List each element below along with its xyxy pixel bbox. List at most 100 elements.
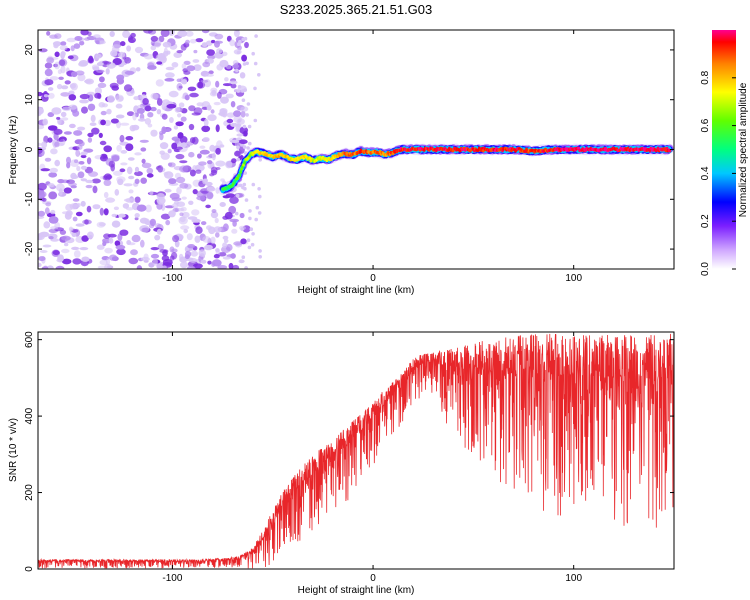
noise-blob xyxy=(90,114,96,123)
colorbar-gradient xyxy=(712,30,736,269)
noise-blob xyxy=(168,178,177,185)
noise-blob xyxy=(124,57,132,64)
noise-blob xyxy=(164,78,175,82)
noise-blob xyxy=(46,31,51,36)
y-tick-label: 20 xyxy=(24,44,35,56)
noise-blob xyxy=(177,113,182,118)
noise-blob xyxy=(239,72,246,79)
y-tick-label: 200 xyxy=(24,484,35,501)
noise-blob xyxy=(214,40,220,48)
noise-blob xyxy=(192,189,198,195)
noise-blob xyxy=(258,254,263,259)
noise-blob xyxy=(88,171,99,177)
noise-blob xyxy=(97,82,107,89)
noise-blob xyxy=(71,71,78,78)
noise-blob xyxy=(99,207,104,216)
noise-blob xyxy=(81,256,90,262)
noise-blob xyxy=(128,37,136,43)
noise-blob xyxy=(98,40,106,45)
noise-blob xyxy=(205,181,213,187)
noise-blob xyxy=(58,58,68,67)
ridge-mark xyxy=(238,173,242,178)
noise-blob xyxy=(130,249,138,256)
noise-blob xyxy=(60,92,70,97)
noise-blob xyxy=(135,67,141,72)
noise-blob xyxy=(134,171,143,177)
noise-blob xyxy=(195,226,203,234)
noise-blob xyxy=(240,227,244,231)
noise-blob xyxy=(97,265,108,269)
noise-blob xyxy=(222,256,231,260)
noise-blob xyxy=(234,211,239,216)
noise-blob xyxy=(210,211,219,219)
noise-blob xyxy=(240,110,246,118)
noise-blob xyxy=(144,118,152,125)
noise-blob xyxy=(232,60,239,66)
noise-blob xyxy=(78,61,88,67)
noise-blob xyxy=(193,49,198,54)
noise-blob xyxy=(146,173,154,178)
noise-blob xyxy=(119,141,129,146)
noise-blob xyxy=(52,41,62,47)
noise-blob xyxy=(189,137,196,144)
noise-blob xyxy=(192,263,203,269)
noise-blob xyxy=(150,45,157,51)
noise-blob xyxy=(163,171,169,176)
noise-blob xyxy=(156,109,162,115)
noise-blob xyxy=(176,83,183,91)
noise-blob xyxy=(149,218,156,227)
noise-blob xyxy=(228,262,234,269)
noise-blob xyxy=(156,98,163,106)
noise-blob xyxy=(202,236,211,243)
noise-blob xyxy=(91,178,101,184)
noise-blob xyxy=(84,219,89,225)
noise-blob xyxy=(123,84,133,92)
noise-blob xyxy=(152,258,158,266)
noise-blob xyxy=(123,183,133,187)
noise-blob xyxy=(253,118,258,123)
noise-blob xyxy=(110,50,118,57)
noise-blob xyxy=(71,246,79,250)
noise-blob xyxy=(241,54,248,62)
noise-blob xyxy=(111,213,118,218)
noise-blob xyxy=(197,153,202,159)
noise-blob xyxy=(242,131,248,137)
noise-blob xyxy=(188,123,195,131)
noise-blob xyxy=(255,205,260,210)
noise-blob xyxy=(150,247,159,251)
noise-blob xyxy=(57,69,63,75)
noise-blob xyxy=(134,46,144,54)
noise-blob xyxy=(223,238,229,243)
noise-blob xyxy=(189,92,199,98)
noise-blob xyxy=(169,246,175,253)
x-tick-label: 100 xyxy=(565,273,582,284)
noise-blob xyxy=(48,92,55,99)
noise-blob xyxy=(258,158,263,162)
noise-blob xyxy=(89,122,97,126)
noise-blob xyxy=(80,200,86,207)
noise-blob xyxy=(153,39,162,48)
noise-blob xyxy=(181,79,188,85)
snr-xlabel: Height of straight line (km) xyxy=(298,585,415,596)
noise-blob xyxy=(103,61,112,65)
noise-blob xyxy=(107,95,115,103)
noise-blob xyxy=(175,153,185,160)
noise-blob xyxy=(195,169,202,174)
noise-blob xyxy=(215,124,220,133)
noise-blob xyxy=(155,79,164,87)
noise-blob xyxy=(222,83,232,87)
noise-blob xyxy=(116,144,122,152)
noise-blob xyxy=(63,131,72,135)
noise-blob xyxy=(95,53,102,59)
noise-blob xyxy=(109,31,115,37)
noise-blob xyxy=(241,89,245,93)
noise-blob xyxy=(122,203,130,209)
noise-blob xyxy=(42,118,48,126)
noise-blob xyxy=(214,217,219,224)
noise-blob xyxy=(136,107,145,114)
chart-title: S233.2025.365.21.51.G03 xyxy=(280,2,433,17)
noise-blob xyxy=(179,216,186,223)
noise-blob xyxy=(44,157,52,162)
